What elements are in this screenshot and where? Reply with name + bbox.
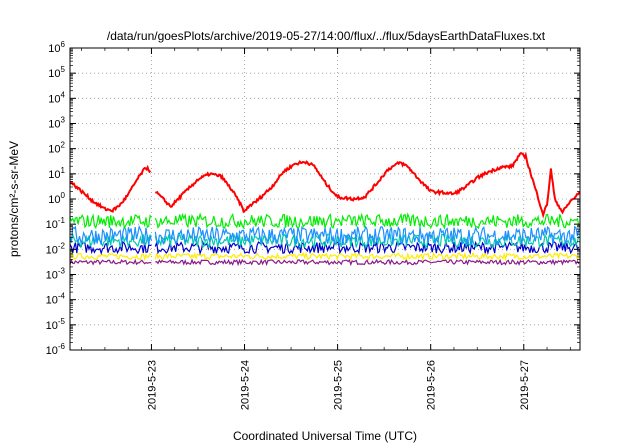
y-tick-label: 10-3: [46, 267, 66, 282]
y-tick-label: 102: [48, 141, 65, 156]
y-tick-exponent: -6: [58, 342, 66, 351]
y-tick-exponent: 4: [61, 90, 66, 99]
y-tick-label: 10-1: [46, 216, 66, 231]
x-tick-label: 2019-5-26: [426, 360, 438, 410]
y-tick-exponent: 5: [61, 65, 66, 74]
y-axis-label: protons/cm²-s-sr-MeV: [7, 141, 21, 257]
y-tick-exponent: 0: [61, 191, 66, 200]
y-tick-exponent: -4: [58, 292, 66, 301]
x-axis-label: Coordinated Universal Time (UTC): [233, 429, 417, 443]
x-tick-label: 2019-5-23: [146, 360, 158, 410]
series-line: [69, 232, 152, 250]
y-tick-exponent: -3: [58, 267, 66, 276]
y-tick-exponent: 2: [61, 141, 66, 150]
x-tick-label: 2019-5-24: [240, 360, 252, 410]
y-tick-exponent: 1: [61, 166, 66, 175]
x-axis: 2019-5-23 2019-5-24 2019-5-25 2019-5-26 2019…: [81, 48, 571, 410]
y-tick-label: 105: [48, 65, 65, 80]
series-line-red: [69, 151, 581, 219]
y-tick-exponent: -2: [58, 241, 66, 250]
y-tick-label: 10-4: [46, 292, 66, 307]
y-tick-label: 10-5: [46, 317, 66, 332]
y-tick-label: 10-6: [46, 342, 66, 357]
y-tick-label: 103: [48, 116, 65, 131]
y-tick-label: 10-2: [46, 241, 66, 256]
y-tick-exponent: -5: [58, 317, 66, 326]
y-tick-label: 100: [48, 191, 65, 206]
y-tick-exponent: 6: [61, 40, 66, 49]
gridlines: [70, 48, 580, 350]
series-line: [69, 213, 152, 230]
series-line: [154, 251, 580, 262]
y-axis: 10610510410310210110010-110-210-310-410-…: [46, 40, 580, 357]
series-line: [69, 258, 152, 266]
y-tick-exponent: 3: [61, 116, 66, 125]
series-line: [154, 212, 580, 230]
y-tick-label: 101: [48, 166, 65, 181]
chart-title: /data/run/goesPlots/archive/2019-05-27/1…: [107, 29, 546, 43]
series-line: [154, 225, 580, 248]
series-line: [69, 224, 152, 246]
y-tick-exponent: -1: [58, 216, 66, 225]
x-tick-label: 2019-5-25: [333, 360, 345, 410]
series-line: [69, 252, 152, 262]
series-line: [154, 232, 580, 250]
x-tick-label: 2019-5-27: [519, 360, 531, 410]
series-group: [69, 151, 581, 267]
y-tick-label: 104: [48, 90, 65, 105]
y-tick-label: 106: [48, 40, 65, 55]
series-line: [155, 258, 580, 267]
series-line: [154, 239, 580, 256]
